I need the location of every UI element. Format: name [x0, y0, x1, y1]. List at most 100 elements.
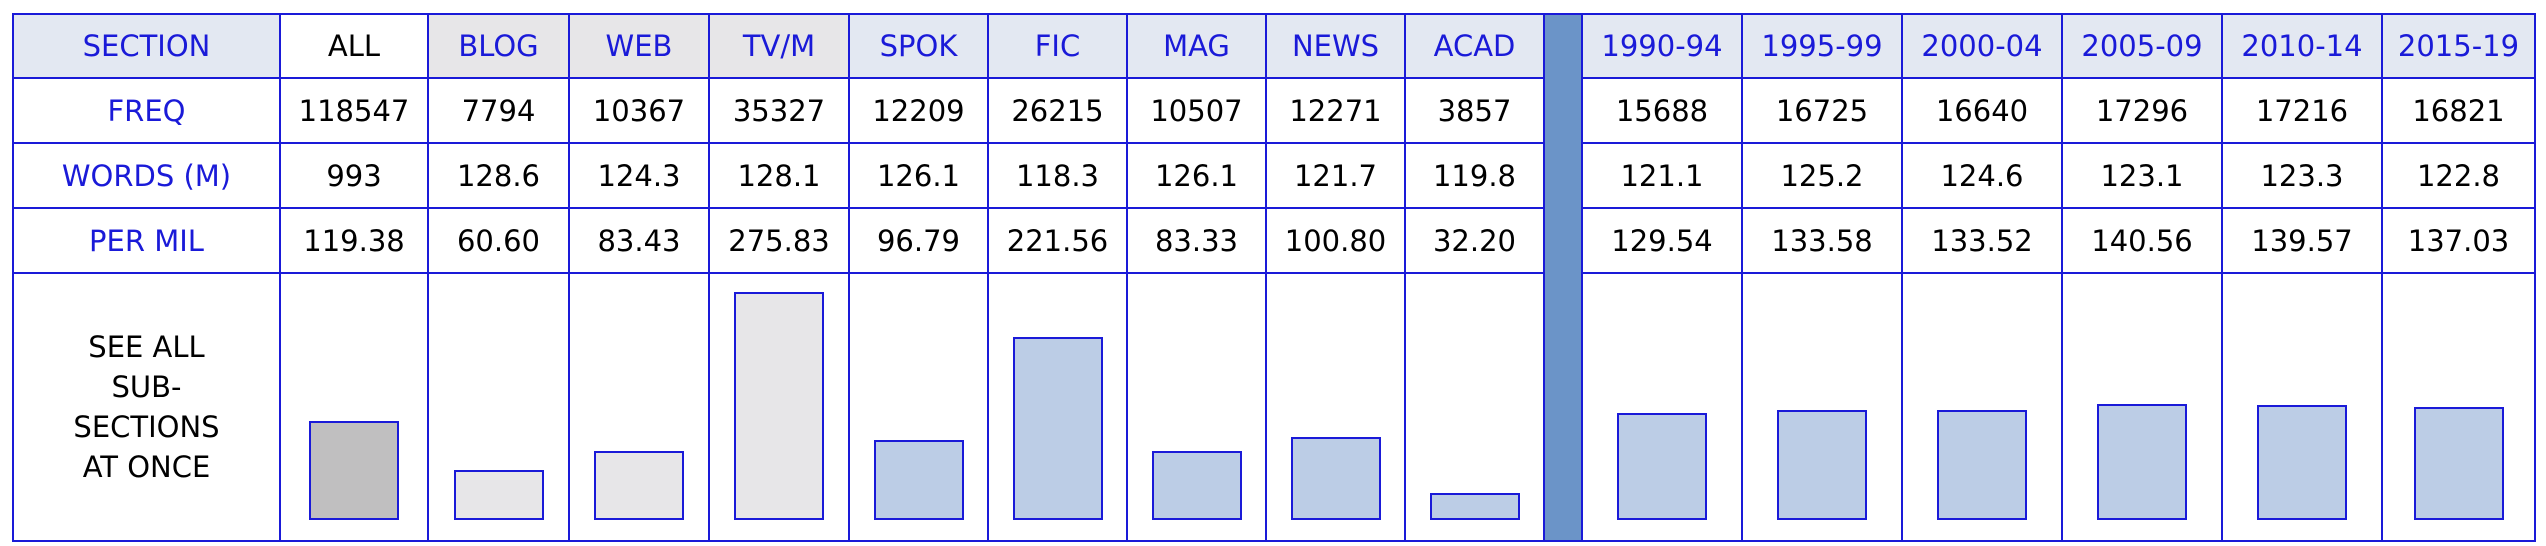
words-value-1995-99: 125.2	[1741, 142, 1903, 209]
permil-label: PER MIL	[12, 207, 281, 274]
words-value-2005-09: 123.1	[2061, 142, 2223, 209]
bar-cell-fic	[987, 272, 1128, 542]
freq-value-all: 118547	[279, 77, 429, 144]
freq-value-2015-19: 16821	[2381, 77, 2536, 144]
permil-value-spok: 96.79	[848, 207, 989, 274]
words-value-2000-04: 124.6	[1901, 142, 2063, 209]
col-header-1990-94[interactable]: 1990-94	[1581, 13, 1743, 79]
words-label: WORDS (M)	[12, 142, 281, 209]
bar-1995-99[interactable]	[1777, 410, 1867, 520]
bar-2015-19[interactable]	[2413, 407, 2504, 520]
col-header-tvm[interactable]: TV/M	[708, 13, 850, 79]
bar-spok[interactable]	[873, 440, 964, 520]
words-value-1990-94: 121.1	[1581, 142, 1743, 209]
col-header-2000-04[interactable]: 2000-04	[1901, 13, 2063, 79]
permil-value-tvm: 275.83	[708, 207, 850, 274]
freq-value-tvm: 35327	[708, 77, 850, 144]
permil-value-blog: 60.60	[427, 207, 570, 274]
bar-cell-acad	[1404, 272, 1545, 542]
words-value-acad: 119.8	[1404, 142, 1545, 209]
permil-value-mag: 83.33	[1126, 207, 1267, 274]
col-header-acad[interactable]: ACAD	[1404, 13, 1545, 79]
permil-value-all: 119.38	[279, 207, 429, 274]
bar-cell-2005-09	[2061, 272, 2223, 542]
col-header-2010-14[interactable]: 2010-14	[2221, 13, 2383, 79]
words-value-fic: 118.3	[987, 142, 1128, 209]
permil-value-news: 100.80	[1265, 207, 1406, 274]
bar-1990-94[interactable]	[1617, 413, 1707, 520]
frequency-table: SECTION ALL BLOG WEB TV/M SPOK FIC MAG N…	[12, 13, 2536, 542]
freq-label: FREQ	[12, 77, 281, 144]
freq-value-acad: 3857	[1404, 77, 1545, 144]
col-header-2015-19[interactable]: 2015-19	[2381, 13, 2536, 79]
bar-cell-1995-99	[1741, 272, 1903, 542]
words-row: WORDS (M) 993 128.6 124.3 128.1 126.1 11…	[12, 142, 2536, 209]
col-header-blog[interactable]: BLOG	[427, 13, 570, 79]
col-header-1995-99[interactable]: 1995-99	[1741, 13, 1903, 79]
bar-cell-tvm	[708, 272, 850, 542]
permil-value-fic: 221.56	[987, 207, 1128, 274]
col-header-news[interactable]: NEWS	[1265, 13, 1406, 79]
bar-chart-row: SEE ALL SUB-SECTIONS AT ONCE	[12, 272, 2536, 542]
see-all-subsections-text[interactable]: SEE ALL SUB-SECTIONS AT ONCE	[73, 330, 220, 484]
permil-row: PER MIL 119.38 60.60 83.43 275.83 96.79 …	[12, 207, 2536, 274]
words-value-2010-14: 123.3	[2221, 142, 2383, 209]
frequency-table-container: SECTION ALL BLOG WEB TV/M SPOK FIC MAG N…	[12, 13, 2536, 542]
bar-cell-web	[568, 272, 710, 542]
col-header-web[interactable]: WEB	[568, 13, 710, 79]
bar-cell-2010-14	[2221, 272, 2383, 542]
permil-value-1995-99: 133.58	[1741, 207, 1903, 274]
bar-mag[interactable]	[1151, 451, 1242, 520]
bar-cell-1990-94	[1581, 272, 1743, 542]
words-value-spok: 126.1	[848, 142, 989, 209]
permil-value-2005-09: 140.56	[2061, 207, 2223, 274]
freq-value-2000-04: 16640	[1901, 77, 2063, 144]
words-value-news: 121.7	[1265, 142, 1406, 209]
bar-news[interactable]	[1290, 437, 1381, 520]
words-value-2015-19: 122.8	[2381, 142, 2536, 209]
words-value-all: 993	[279, 142, 429, 209]
words-value-blog: 128.6	[427, 142, 570, 209]
col-header-all[interactable]: ALL	[279, 13, 429, 79]
bar-cell-blog	[427, 272, 570, 542]
bar-blog[interactable]	[453, 470, 544, 520]
bar-fic[interactable]	[1012, 337, 1103, 520]
permil-value-acad: 32.20	[1404, 207, 1545, 274]
freq-value-2005-09: 17296	[2061, 77, 2223, 144]
bar-all[interactable]	[309, 421, 399, 520]
words-value-tvm: 128.1	[708, 142, 850, 209]
bar-2000-04[interactable]	[1937, 410, 2027, 520]
col-header-fic[interactable]: FIC	[987, 13, 1128, 79]
see-all-subsections-link[interactable]: SEE ALL SUB-SECTIONS AT ONCE	[12, 272, 281, 542]
permil-value-2015-19: 137.03	[2381, 207, 2536, 274]
freq-value-2010-14: 17216	[2221, 77, 2383, 144]
freq-value-1990-94: 15688	[1581, 77, 1743, 144]
freq-row: FREQ 118547 7794 10367 35327 12209 26215…	[12, 77, 2536, 144]
col-header-2005-09[interactable]: 2005-09	[2061, 13, 2223, 79]
freq-value-mag: 10507	[1126, 77, 1267, 144]
section-header: SECTION	[12, 13, 281, 79]
freq-value-news: 12271	[1265, 77, 1406, 144]
col-header-spok[interactable]: SPOK	[848, 13, 989, 79]
bar-cell-news	[1265, 272, 1406, 542]
freq-value-fic: 26215	[987, 77, 1128, 144]
freq-value-spok: 12209	[848, 77, 989, 144]
bar-web[interactable]	[594, 451, 684, 520]
words-value-mag: 126.1	[1126, 142, 1267, 209]
bar-cell-2000-04	[1901, 272, 2063, 542]
bar-tvm[interactable]	[734, 292, 824, 520]
bar-cell-mag	[1126, 272, 1267, 542]
permil-value-web: 83.43	[568, 207, 710, 274]
bar-acad[interactable]	[1429, 493, 1520, 520]
bar-2005-09[interactable]	[2097, 404, 2187, 520]
freq-value-web: 10367	[568, 77, 710, 144]
permil-value-1990-94: 129.54	[1581, 207, 1743, 274]
bar-2010-14[interactable]	[2257, 405, 2347, 520]
permil-value-2000-04: 133.52	[1901, 207, 2063, 274]
section-divider	[1543, 13, 1583, 542]
bar-cell-all	[279, 272, 429, 542]
bar-cell-2015-19	[2381, 272, 2536, 542]
bar-cell-spok	[848, 272, 989, 542]
freq-value-1995-99: 16725	[1741, 77, 1903, 144]
col-header-mag[interactable]: MAG	[1126, 13, 1267, 79]
